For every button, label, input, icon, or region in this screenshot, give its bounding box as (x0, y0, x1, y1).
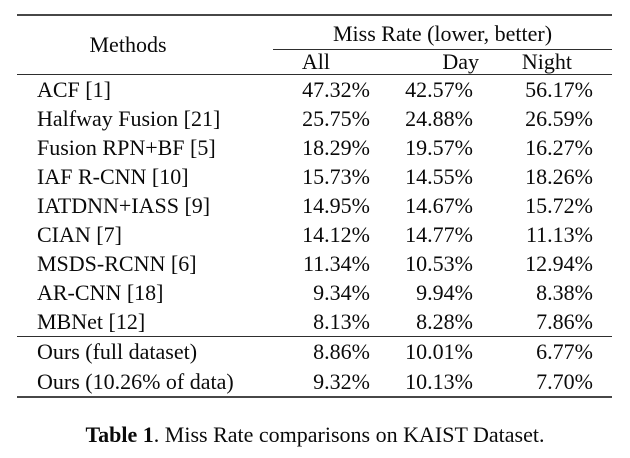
night-cell: 7.70% (536, 368, 593, 394)
day-cell: 14.77% (405, 222, 473, 247)
night-cell: 12.94% (525, 251, 593, 276)
miss-rate-group-header: Miss Rate (lower, better) (273, 16, 612, 50)
day-cell: 19.57% (405, 135, 473, 160)
method-cell: IATDNN+IASS [9] (37, 193, 211, 218)
all-cell: 9.34% (313, 280, 370, 305)
day-cell: 42.57% (405, 77, 473, 102)
all-cell: 14.12% (302, 222, 370, 247)
method-cell: MBNet [12] (37, 309, 146, 334)
method-cell: ACF [1] (37, 77, 111, 102)
table-row: MSDS-RCNN [6] 11.34% 10.53% 12.94% (17, 249, 612, 278)
caption-label: Table 1 (85, 422, 154, 447)
table-row: IAF R-CNN [10] 15.73% 14.55% 18.26% (17, 162, 612, 191)
table-row-ours-subset: Ours (10.26% of data) 9.32% 10.13% 7.70% (17, 367, 612, 397)
day-cell: 10.01% (405, 339, 473, 364)
night-cell: 8.38% (536, 280, 593, 305)
table-row: ACF [1] 47.32% 42.57% 56.17% (17, 75, 612, 104)
table-row: Halfway Fusion [21] 25.75% 24.88% 26.59% (17, 104, 612, 133)
caption-text: . Miss Rate comparisons on KAIST Dataset… (153, 422, 545, 447)
table-row: IATDNN+IASS [9] 14.95% 14.67% 15.72% (17, 191, 612, 220)
night-cell: 16.27% (525, 135, 593, 160)
all-cell: 9.32% (313, 368, 370, 394)
table-row: CIAN [7] 14.12% 14.77% 11.13% (17, 220, 612, 249)
column-header-all: All (301, 49, 330, 74)
day-cell: 14.55% (405, 164, 473, 189)
night-cell: 15.72% (525, 193, 593, 218)
ours-section: Ours (full dataset) 8.86% 10.01% 6.77% O… (17, 336, 612, 396)
table-row-ours-full: Ours (full dataset) 8.86% 10.01% 6.77% (17, 337, 612, 367)
column-header-night: Night (521, 49, 572, 74)
day-cell: 9.94% (416, 280, 473, 305)
method-cell: MSDS-RCNN [6] (37, 251, 197, 276)
method-cell: AR-CNN [18] (37, 280, 164, 305)
all-cell: 11.34% (302, 251, 370, 276)
method-cell: Ours (full dataset) (37, 339, 198, 364)
method-cell: CIAN [7] (37, 222, 122, 247)
method-cell: Halfway Fusion [21] (37, 106, 221, 131)
night-cell: 18.26% (525, 164, 593, 189)
table-caption: Table 1. Miss Rate comparisons on KAIST … (0, 420, 630, 450)
table-body: ACF [1] 47.32% 42.57% 56.17% Halfway Fus… (17, 75, 612, 336)
day-cell: 14.67% (405, 193, 473, 218)
all-cell: 15.73% (302, 164, 370, 189)
table-row: AR-CNN [18] 9.34% 9.94% 8.38% (17, 278, 612, 307)
day-cell: 10.13% (405, 368, 473, 394)
all-cell: 18.29% (302, 135, 370, 160)
day-cell: 10.53% (405, 251, 473, 276)
table-header: Methods Miss Rate (lower, better) All Da… (17, 16, 612, 75)
all-cell: 25.75% (302, 106, 370, 131)
miss-rate-table: Methods Miss Rate (lower, better) All Da… (17, 14, 612, 398)
night-cell: 7.86% (536, 309, 593, 334)
night-cell: 6.77% (536, 339, 593, 364)
method-cell: IAF R-CNN [10] (37, 164, 189, 189)
column-header-day: Day (442, 49, 479, 74)
table-row: MBNet [12] 8.13% 8.28% 7.86% (17, 307, 612, 336)
all-cell: 8.13% (313, 309, 370, 334)
methods-column-header: Methods (89, 32, 167, 57)
table-row: Fusion RPN+BF [5] 18.29% 19.57% 16.27% (17, 133, 612, 162)
night-cell: 56.17% (525, 77, 593, 102)
method-cell: Fusion RPN+BF [5] (37, 135, 216, 160)
method-cell: Ours (10.26% of data) (37, 368, 234, 394)
night-cell: 11.13% (525, 222, 593, 247)
day-cell: 24.88% (405, 106, 473, 131)
all-cell: 8.86% (313, 339, 370, 364)
all-cell: 14.95% (302, 193, 370, 218)
night-cell: 26.59% (525, 106, 593, 131)
all-cell: 47.32% (302, 77, 370, 102)
day-cell: 8.28% (416, 309, 473, 334)
